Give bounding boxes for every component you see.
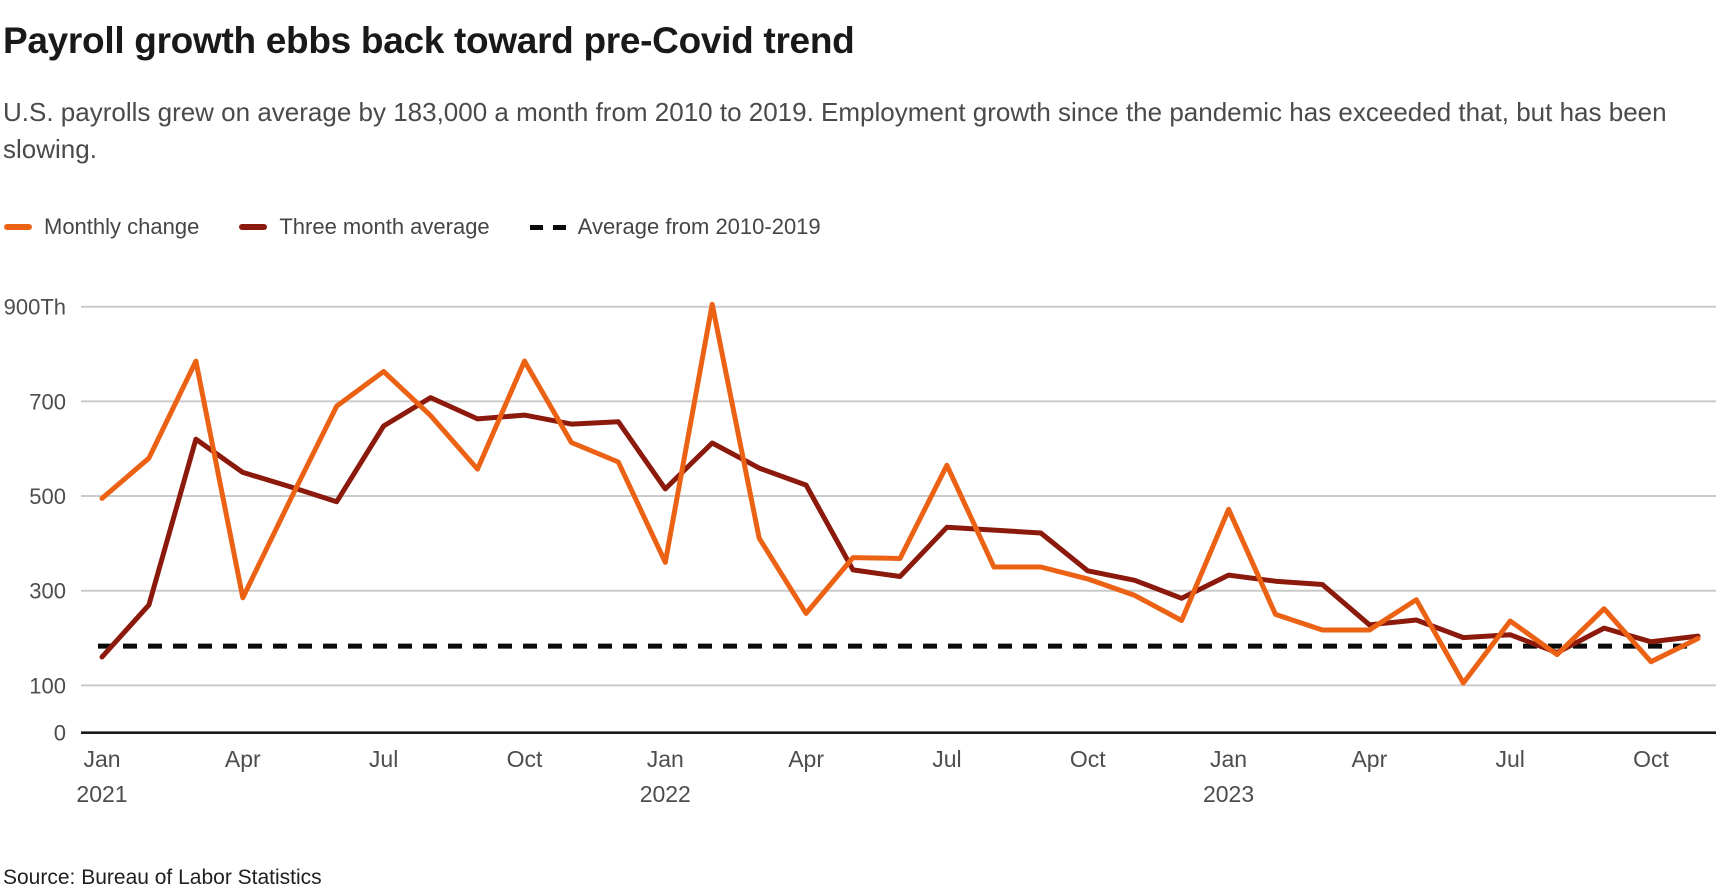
x-year-label: 2023 — [1203, 781, 1254, 807]
payroll-growth-line-chart: 900Th 700 500 300 100 0 Jan 2021 Apr Jul Oct Jan 202… — [0, 270, 1720, 830]
x-tick-label: Oct — [1633, 746, 1669, 772]
y-tick-label: 100 — [29, 673, 66, 698]
chart-subtitle: U.S. payrolls grew on average by 183,000… — [3, 97, 1667, 164]
x-tick-label: Jul — [932, 746, 961, 772]
y-tick-label: 700 — [29, 389, 66, 414]
x-year-label: 2021 — [76, 781, 127, 807]
dashed-line-swatch-icon — [529, 224, 566, 230]
series-monthly-change-line — [99, 301, 1701, 686]
x-tick-label: Oct — [1070, 746, 1106, 772]
page-title: Payroll growth ebbs back toward pre-Covi… — [3, 20, 855, 61]
y-tick-label: 300 — [29, 579, 66, 604]
legend-label: Three month average — [279, 214, 490, 239]
source-attribution: Source: Bureau of Labor Statistics — [3, 866, 322, 889]
y-tick-label: 900Th — [4, 295, 66, 320]
x-tick-label: Apr — [788, 746, 824, 772]
x-tick-label: Jan — [1210, 746, 1247, 772]
y-tick-label: 0 — [54, 721, 66, 746]
legend-item-average-2010-2019: Average from 2010-2019 — [529, 214, 821, 240]
legend-item-monthly-change: Monthly change — [4, 214, 199, 240]
chart-legend: Monthly change Three month average Avera… — [4, 212, 821, 242]
chart-canvas: 900Th 700 500 300 100 0 Jan 2021 Apr Jul Oct Jan 202… — [4, 295, 1716, 807]
three-month-average-swatch-icon — [239, 224, 268, 230]
x-tick-label: Apr — [1351, 746, 1387, 772]
legend-label: Monthly change — [44, 214, 200, 239]
x-tick-label: Jan — [647, 746, 684, 772]
y-tick-label: 500 — [29, 484, 66, 509]
monthly-change-swatch-icon — [4, 224, 32, 230]
x-tick-label: Jan — [83, 746, 120, 772]
x-tick-label: Oct — [507, 746, 543, 772]
x-tick-label: Apr — [225, 746, 261, 772]
x-tick-label: Jul — [1495, 746, 1524, 772]
series-three-month-average-line — [99, 395, 1701, 660]
x-tick-label: Jul — [369, 746, 398, 772]
legend-item-three-month-average: Three month average — [239, 214, 490, 240]
legend-label: Average from 2010-2019 — [577, 214, 821, 239]
x-year-label: 2022 — [640, 781, 691, 807]
